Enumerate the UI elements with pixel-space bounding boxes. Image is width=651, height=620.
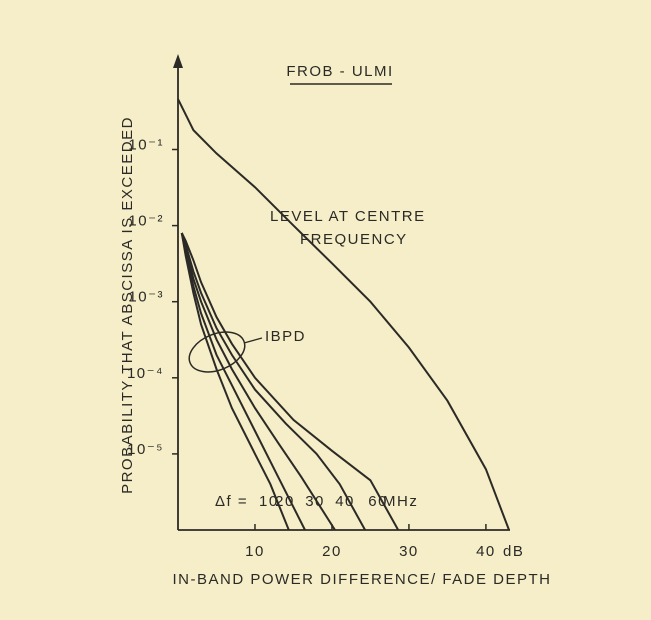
x-tick-label: 10 <box>245 543 265 560</box>
chart-title: FROB - ULMI <box>286 63 393 80</box>
y-tick-label: 10⁻⁵ <box>127 441 164 458</box>
line <box>180 232 336 531</box>
line <box>180 232 290 531</box>
y-axis-label: PROBABILITY THAT ABSCISSA IS EXCEEDED <box>119 116 136 494</box>
annotation: MHz <box>383 493 418 510</box>
series-label: 40 <box>335 493 355 510</box>
x-axis-label: IN-BAND POWER DIFFERENCE/ FADE DEPTH <box>172 571 551 588</box>
y-tick-label: 10⁻⁴ <box>127 365 164 382</box>
x-tick-label: 30 <box>399 543 419 560</box>
annotation: FREQUENCY <box>300 231 408 248</box>
y-tick-label: 10⁻² <box>128 213 164 230</box>
line <box>180 232 400 531</box>
annotation: LEVEL AT CENTRE <box>270 208 426 225</box>
x-tick-label: 40 <box>476 543 496 560</box>
series-label: 20 <box>275 493 295 510</box>
y-tick-label: 10⁻¹ <box>128 136 164 153</box>
series-label: 30 <box>305 493 325 510</box>
series-label: 60 <box>368 493 388 510</box>
line <box>180 232 366 531</box>
annotation: IBPD <box>265 328 306 345</box>
y-axis-arrow <box>173 54 183 68</box>
x-tick-label: 20 <box>322 543 342 560</box>
leader-line <box>243 337 263 344</box>
x-unit: dB <box>503 543 524 560</box>
annotation: Δf = <box>215 493 248 510</box>
y-tick-label: 10⁻³ <box>128 289 164 306</box>
series-label: 10 <box>259 493 279 510</box>
line <box>177 98 510 531</box>
line <box>180 232 306 531</box>
